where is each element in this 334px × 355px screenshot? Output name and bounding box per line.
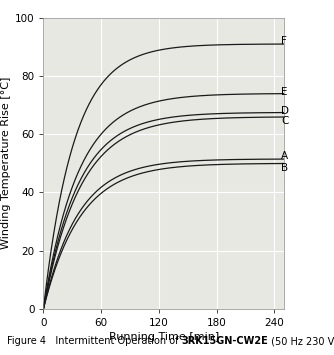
Text: Figure 4: Figure 4 — [7, 336, 46, 346]
Text: (50 Hz 230 V): (50 Hz 230 V) — [268, 336, 334, 346]
X-axis label: Running Time [min]: Running Time [min] — [109, 332, 219, 342]
Text: Intermittent Operation of: Intermittent Operation of — [46, 336, 181, 346]
Text: D: D — [281, 106, 289, 116]
Text: B: B — [281, 163, 288, 173]
Text: E: E — [281, 87, 288, 97]
Text: 3RK15GN-CW2E: 3RK15GN-CW2E — [181, 336, 268, 346]
Text: C: C — [281, 116, 288, 126]
Y-axis label: Winding Temperature Rise [°C]: Winding Temperature Rise [°C] — [1, 77, 11, 250]
Text: A: A — [281, 151, 288, 161]
Text: F: F — [281, 36, 287, 46]
